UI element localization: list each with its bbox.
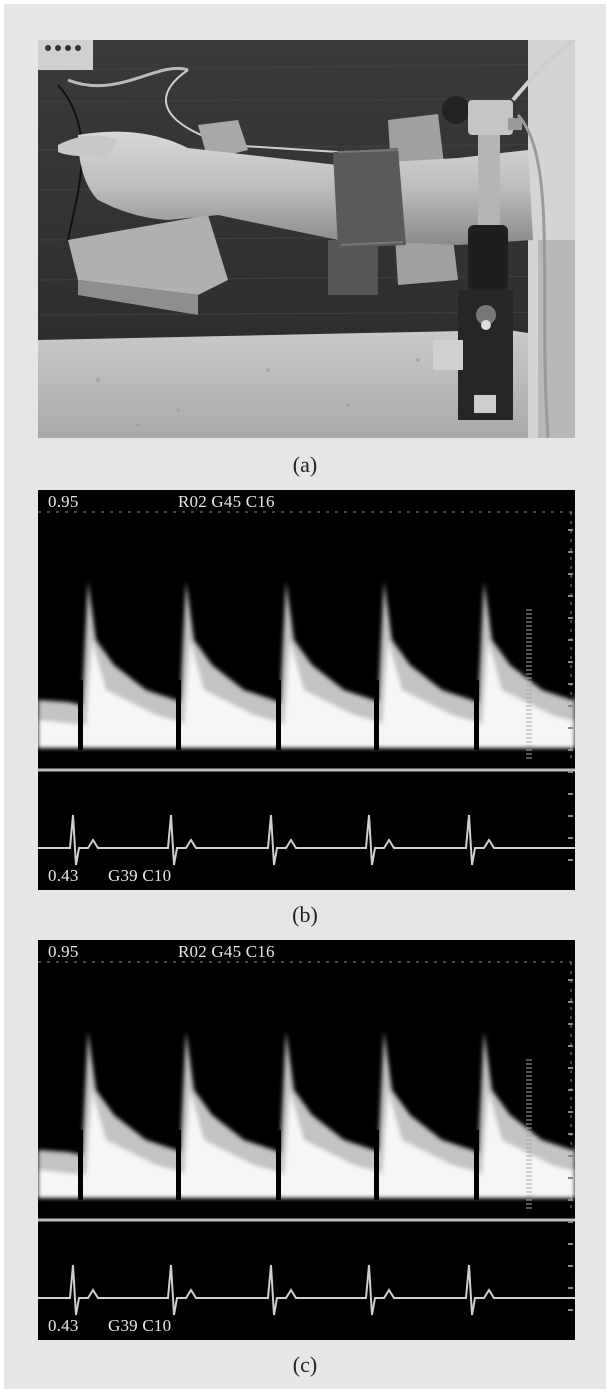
doppler-spectrum-b: 0.95 R02 G45 C16 0.43 G39 C10 (38, 490, 575, 890)
caption-a: (a) (292, 452, 318, 477)
arm-apparatus-photo (38, 40, 575, 438)
doppler-waveform (38, 1032, 575, 1198)
scale-bottom-label: 0.43 (48, 866, 79, 885)
settings-top-label: R02 G45 C16 (178, 492, 275, 511)
scale-top-label: 0.95 (48, 492, 79, 511)
settings-bottom-label: G39 C10 (108, 866, 172, 885)
settings-top-label: R02 G45 C16 (178, 942, 275, 961)
scale-top-label: 0.95 (48, 942, 79, 961)
doppler-waveform (38, 582, 575, 748)
caption-b: (b) (292, 902, 318, 927)
ecg-trace (38, 1264, 575, 1316)
caption-c: (c) (292, 1352, 318, 1377)
settings-bottom-label: G39 C10 (108, 1316, 172, 1335)
scale-bottom-label: 0.43 (48, 1316, 79, 1335)
doppler-spectrum-c: 0.95 R02 G45 C16 0.43 G39 C10 (38, 940, 575, 1340)
ecg-trace (38, 814, 575, 866)
